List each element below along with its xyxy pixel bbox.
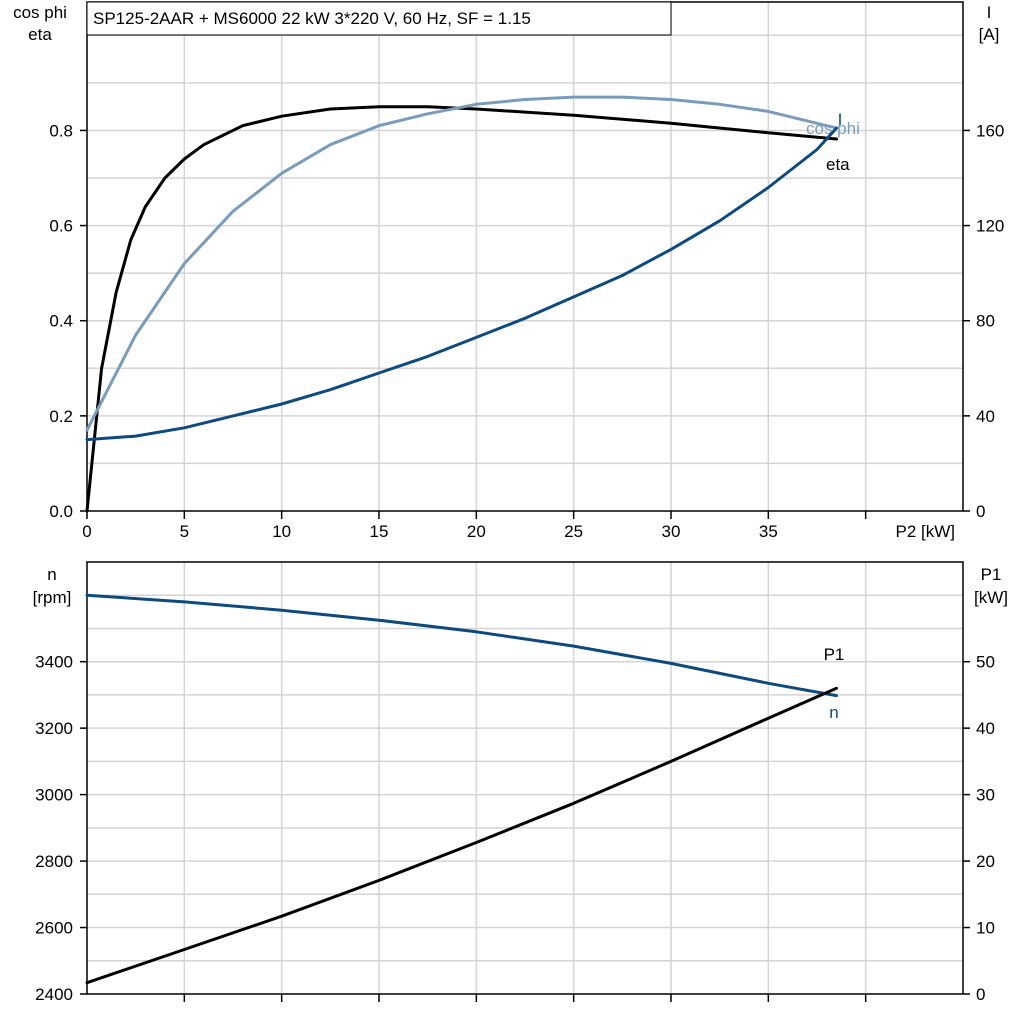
y-right-tick-label: 120: [976, 217, 1004, 236]
series-line-eta: [85, 105, 838, 513]
bottom-chart-grid: [87, 562, 963, 994]
top-left-axis-label-1: cos phi: [13, 3, 67, 22]
series-line-n: [85, 593, 838, 698]
series-label-eta: eta: [826, 155, 850, 174]
y-left-tick-label: 0.6: [49, 217, 73, 236]
bottom-right-axis-label-1: P1: [981, 565, 1002, 584]
y-right-tick-label: 30: [976, 786, 995, 805]
y-left-tick-label: 0.2: [49, 407, 73, 426]
y-right-tick-label: 20: [976, 852, 995, 871]
x-tick-label: 15: [370, 522, 389, 541]
y-right-tick-label: 80: [976, 312, 995, 331]
y-right-tick-label: 0: [976, 985, 985, 1004]
y-right-tick-label: 160: [976, 121, 1004, 140]
y-right-tick-label: 40: [976, 719, 995, 738]
y-left-tick-label: 0.4: [49, 312, 73, 331]
y-left-tick-label: 2400: [35, 985, 73, 1004]
y-left-tick-label: 2600: [35, 919, 73, 938]
series-line-cos-phi: [85, 95, 838, 432]
x-tick-label: 25: [564, 522, 583, 541]
bottom-left-axis-label-1: n: [47, 565, 56, 584]
y-left-tick-label: 0.0: [49, 502, 73, 521]
y-right-tick-label: 40: [976, 407, 995, 426]
title-box: [86, 1, 672, 36]
top-right-axis-label-1: I: [987, 3, 992, 22]
y-left-tick-label: 2800: [35, 852, 73, 871]
top-chart-frame: [86, 1, 964, 512]
y-right-tick-label: 0: [976, 502, 985, 521]
top-left-axis-label-2: eta: [28, 25, 52, 44]
bottom-chart-series: n P1: [85, 593, 845, 985]
x-tick-label: 5: [180, 522, 189, 541]
y-right-tick-label: 50: [976, 653, 995, 672]
series-label-p1: P1: [824, 645, 845, 664]
y-right-tick-label: 10: [976, 919, 995, 938]
series-label-i: I: [838, 110, 843, 129]
bottom-left-axis-label-2: [rpm]: [33, 588, 72, 607]
y-left-tick-label: 0.8: [49, 121, 73, 140]
x-tick-label: 20: [467, 522, 486, 541]
series-line-p1: [85, 686, 838, 985]
top-right-axis-label-2: [A]: [979, 25, 1000, 44]
series-line-i: [85, 126, 838, 442]
top-chart-ticks: 0.0 0.2 0.4 0.6 0.8 0 40 80 120 160 0 5 10 15 20 25 30 35: [49, 121, 1004, 541]
x-tick-label: 30: [662, 522, 681, 541]
bottom-right-axis-label-2: [kW]: [974, 588, 1008, 607]
chart-title: SP125-2AAR + MS6000 22 kW 3*220 V, 60 Hz…: [93, 9, 531, 28]
y-left-tick-label: 3000: [35, 786, 73, 805]
x-tick-label: 35: [759, 522, 778, 541]
top-chart-grid: [87, 2, 963, 511]
y-left-tick-label: 3400: [35, 653, 73, 672]
series-label-cos-phi: cos phi: [806, 119, 860, 138]
bottom-chart-frame: [86, 561, 964, 995]
x-tick-label: 10: [272, 522, 291, 541]
series-label-n: n: [829, 703, 838, 722]
bottom-chart-ticks: 2400 2600 2800 3000 3200 3400 0 10 20 30 40 50: [35, 653, 995, 1004]
y-left-tick-label: 3200: [35, 719, 73, 738]
x-axis-label: P2 [kW]: [895, 522, 955, 541]
x-tick-label: 0: [82, 522, 91, 541]
